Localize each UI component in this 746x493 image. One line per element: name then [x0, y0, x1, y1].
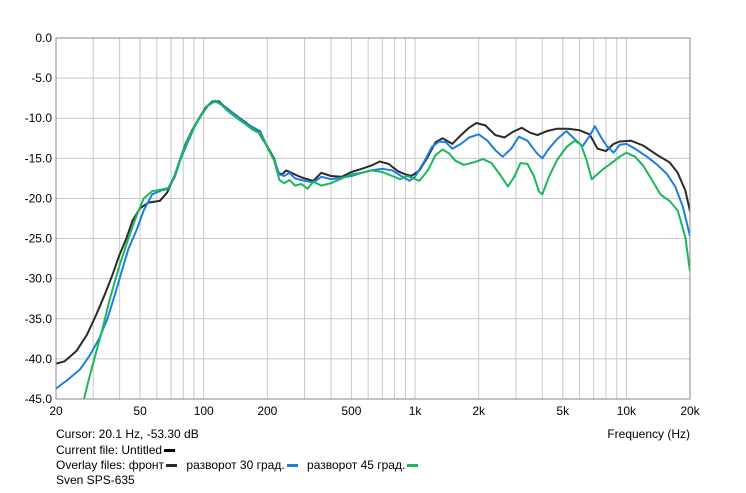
plot-background [0, 0, 746, 425]
x-tick-label: 1k [409, 404, 423, 418]
x-tick-label: 50 [133, 404, 147, 418]
overlay-file-1-swatch [166, 464, 178, 468]
y-tick-label: 0.0 [35, 31, 52, 45]
chart-title: Sven SPS-635 [56, 473, 135, 487]
x-tick-label: 20k [680, 404, 700, 418]
current-file-value: Untitled [121, 443, 163, 457]
overlay-file-2: разворот 30 град. [186, 458, 285, 472]
y-tick-label: -45.0 [25, 392, 53, 406]
overlay-file-2-swatch [286, 464, 298, 468]
overlay-file-3: разворот 45 град. [307, 458, 406, 472]
y-tick-label: -30.0 [25, 272, 53, 286]
y-tick-label: -5.0 [31, 71, 52, 85]
x-tick-labels: 20 50 100 200 500 1k 2k 5k 10k 20k [49, 404, 700, 418]
frequency-response-chart: 0.0 -5.0 -10.0 -15.0 -20.0 -25.0 -30.0 -35.0 -40… [0, 0, 746, 425]
x-tick-label: 2k [472, 404, 486, 418]
overlay-files-line: Overlay files: фронт разворот 30 град. р… [56, 458, 424, 473]
x-tick-label: 500 [341, 404, 361, 418]
x-tick-label: 10k [617, 404, 637, 418]
y-tick-label: -15.0 [25, 151, 53, 165]
x-tick-label: 200 [257, 404, 277, 418]
y-tick-label: -20.0 [25, 191, 53, 205]
overlay-file-3-swatch [407, 464, 419, 468]
series-lines [56, 99, 690, 399]
y-tick-labels: 0.0 -5.0 -10.0 -15.0 -20.0 -25.0 -30.0 -35.0 -40… [25, 31, 53, 406]
current-file-label: Current file: [56, 443, 119, 457]
y-tick-label: -40.0 [25, 352, 53, 366]
cursor-readout: Cursor: 20.1 Hz, -53.30 dB [56, 427, 199, 441]
current-file-swatch [164, 449, 176, 453]
x-tick-label: 20 [49, 404, 63, 418]
y-tick-label: -25.0 [25, 232, 53, 246]
x-axis-label: Frequency (Hz) [607, 427, 690, 441]
overlay-file-1: фронт [128, 458, 165, 472]
x-tick-label: 5k [556, 404, 570, 418]
series-line-3 [82, 100, 690, 399]
plot-frame [55, 37, 691, 400]
y-tick-label: -10.0 [25, 111, 53, 125]
overlay-files-label: Overlay files: [56, 458, 126, 472]
y-tick-label: -35.0 [25, 312, 53, 326]
current-file-line: Current file: Untitled [56, 443, 181, 458]
x-tick-label: 100 [194, 404, 214, 418]
